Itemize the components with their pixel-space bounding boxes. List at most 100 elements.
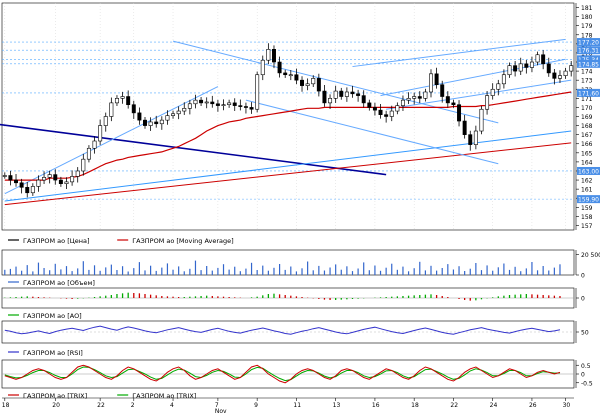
candle-body (384, 114, 389, 117)
price-level-label: 163.00 (578, 168, 599, 175)
candle-body (238, 105, 243, 107)
candle-body (535, 54, 540, 63)
candle-body (19, 182, 24, 188)
price-trendline (4, 86, 219, 195)
candle-body (8, 175, 13, 181)
moving-average-line (4, 91, 572, 181)
candle-body (294, 74, 299, 81)
candle-body (165, 115, 170, 121)
price-tick-label: 171 (581, 96, 593, 103)
price-level-marker (577, 55, 600, 64)
candle-body (333, 90, 338, 99)
candle-body (406, 98, 411, 101)
candle-body (260, 59, 265, 76)
price-level-label: 171.60 (578, 90, 599, 97)
candle-body (417, 96, 422, 99)
price-tick-label: 174 (581, 69, 593, 76)
candle-body (249, 107, 254, 110)
price-legend-label: ГАЗПРОМ ао [Moving Average] (132, 237, 234, 245)
trix-signal-line (4, 366, 561, 382)
candle-body (485, 95, 490, 110)
candle-body (2, 175, 7, 177)
price-trendline (245, 99, 499, 165)
candle-body (271, 49, 276, 63)
candle-body (479, 108, 484, 132)
price-tick-label: 166 (581, 141, 593, 148)
candle-body (316, 78, 321, 92)
price-level-label: 174.85 (578, 61, 599, 68)
ao-panel: 0 ГАЗПРОМ ао [AO] (1, 287, 585, 320)
x-axis-tick-label: 11 (293, 402, 301, 409)
candle-body (114, 98, 119, 104)
candle-body (243, 106, 248, 108)
candle-body (507, 65, 512, 76)
rsi-tick-label: 50 (581, 330, 589, 337)
candle-body (445, 96, 450, 104)
candle-body (86, 147, 91, 160)
candle-body (154, 121, 159, 125)
candle-body (344, 91, 349, 97)
price-level-marker (577, 166, 600, 175)
candle-body (182, 108, 187, 112)
x-axis-tick-label: 18 (411, 402, 419, 409)
candle-body (350, 91, 355, 95)
price-trendline (0, 123, 387, 176)
candle-body (311, 78, 316, 85)
price-tick-label: 165 (581, 150, 593, 157)
price-level-label: 177.20 (578, 40, 599, 47)
candle-body (423, 91, 428, 99)
candle-body (70, 176, 75, 183)
candle-body (283, 72, 288, 76)
candle-body (389, 110, 394, 117)
candle-body (120, 96, 125, 99)
candle-body (30, 186, 35, 194)
trix-legend-label: ГАЗПРОМ ао [TRIX] (132, 392, 196, 400)
candle-body (513, 65, 518, 72)
candle-body (412, 96, 417, 99)
volume-tick-label: 0 (581, 273, 585, 280)
candle-body (42, 177, 47, 181)
candle-body (490, 88, 495, 96)
candle-body (75, 170, 80, 177)
candle-body (148, 121, 153, 126)
candle-body (187, 103, 192, 109)
trix-tick-label: 0 (581, 372, 585, 379)
candle-body (541, 54, 546, 65)
candle-body (204, 101, 209, 104)
price-level-marker (577, 46, 600, 55)
price-tick-label: 169 (581, 114, 593, 121)
volume-frame (1, 249, 575, 276)
candle-body (546, 63, 551, 74)
trix-tick-label: -0.5 (581, 380, 593, 387)
x-axis-tick-label: 24 (490, 402, 498, 409)
candle-body (215, 103, 220, 106)
price-tick-label: 157 (581, 223, 593, 230)
price-tick-label: 179 (581, 23, 593, 30)
candle-body (53, 174, 58, 181)
price-level-marker (577, 59, 600, 68)
candle-body (64, 181, 69, 184)
price-level-marker (577, 38, 600, 47)
price-frame (1, 2, 575, 231)
trix-legend-label: ГАЗПРОМ ао [TRIX] (23, 392, 87, 400)
candle-body (176, 110, 181, 115)
x-axis-tick-label: 4 (170, 402, 174, 409)
price-tick-label: 180 (581, 14, 593, 21)
rsi-legend-label: ГАЗПРОМ ао [RSI] (23, 349, 83, 357)
candle-body (361, 95, 366, 104)
candle-body (518, 63, 523, 72)
x-axis-tick-label: 16 (372, 402, 380, 409)
candle-body (462, 120, 467, 135)
candle-body (356, 93, 361, 96)
candle-body (126, 96, 131, 105)
candle-body (81, 158, 86, 172)
volume-legend-label: ГАЗПРОМ ао [Объем] (23, 279, 95, 287)
price-tick-label: 158 (581, 214, 593, 221)
price-tick-label: 181 (581, 5, 593, 12)
candle-body (328, 98, 333, 104)
candle-body (457, 104, 462, 122)
price-tick-label: 162 (581, 178, 593, 185)
candle-body (131, 104, 136, 114)
candle-body (524, 63, 529, 68)
